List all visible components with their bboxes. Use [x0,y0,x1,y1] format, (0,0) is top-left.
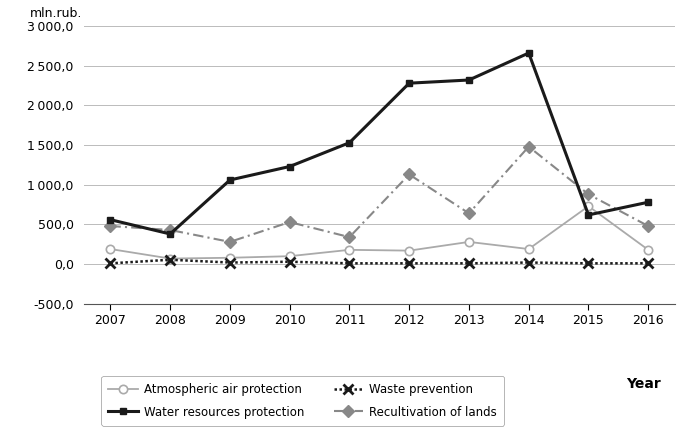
Recultivation of lands [525,144,533,149]
Waste prevention [644,261,652,266]
Line: Atmospheric air protection: Atmospheric air protection [106,202,652,263]
Recultivation of lands [226,239,234,244]
Text: mln.rub.: mln.rub. [31,7,83,20]
Waste prevention [106,261,115,266]
Water resources protection [166,231,174,237]
Legend: Atmospheric air protection, Water resources protection, Waste prevention, Recult: Atmospheric air protection, Water resour… [101,376,504,426]
Line: Recultivation of lands: Recultivation of lands [106,142,652,246]
Waste prevention [465,261,473,266]
Atmospheric air protection [285,253,294,259]
Waste prevention [525,260,533,265]
Waste prevention [585,261,593,266]
Atmospheric air protection [106,247,115,252]
Atmospheric air protection [166,256,174,261]
Water resources protection [345,140,354,145]
Water resources protection [525,50,533,56]
Atmospheric air protection [525,247,533,252]
Atmospheric air protection [345,247,354,253]
Waste prevention [166,257,174,263]
Water resources protection [644,200,652,205]
Recultivation of lands [285,220,294,225]
Text: Year: Year [626,377,661,391]
Recultivation of lands [585,192,593,197]
Recultivation of lands [644,224,652,229]
Atmospheric air protection [585,204,593,209]
Water resources protection [106,217,115,222]
Water resources protection [585,212,593,217]
Waste prevention [405,261,413,266]
Recultivation of lands [106,224,115,229]
Recultivation of lands [465,211,473,216]
Line: Water resources protection: Water resources protection [107,49,651,237]
Line: Waste prevention: Waste prevention [106,255,653,268]
Atmospheric air protection [226,255,234,260]
Atmospheric air protection [465,239,473,244]
Water resources protection [285,164,294,169]
Recultivation of lands [405,172,413,177]
Waste prevention [285,259,294,264]
Atmospheric air protection [405,248,413,253]
Waste prevention [226,260,234,265]
Water resources protection [226,178,234,183]
Water resources protection [405,81,413,86]
Water resources protection [465,77,473,82]
Waste prevention [345,261,354,266]
Atmospheric air protection [644,247,652,253]
Recultivation of lands [345,234,354,240]
Recultivation of lands [166,227,174,233]
